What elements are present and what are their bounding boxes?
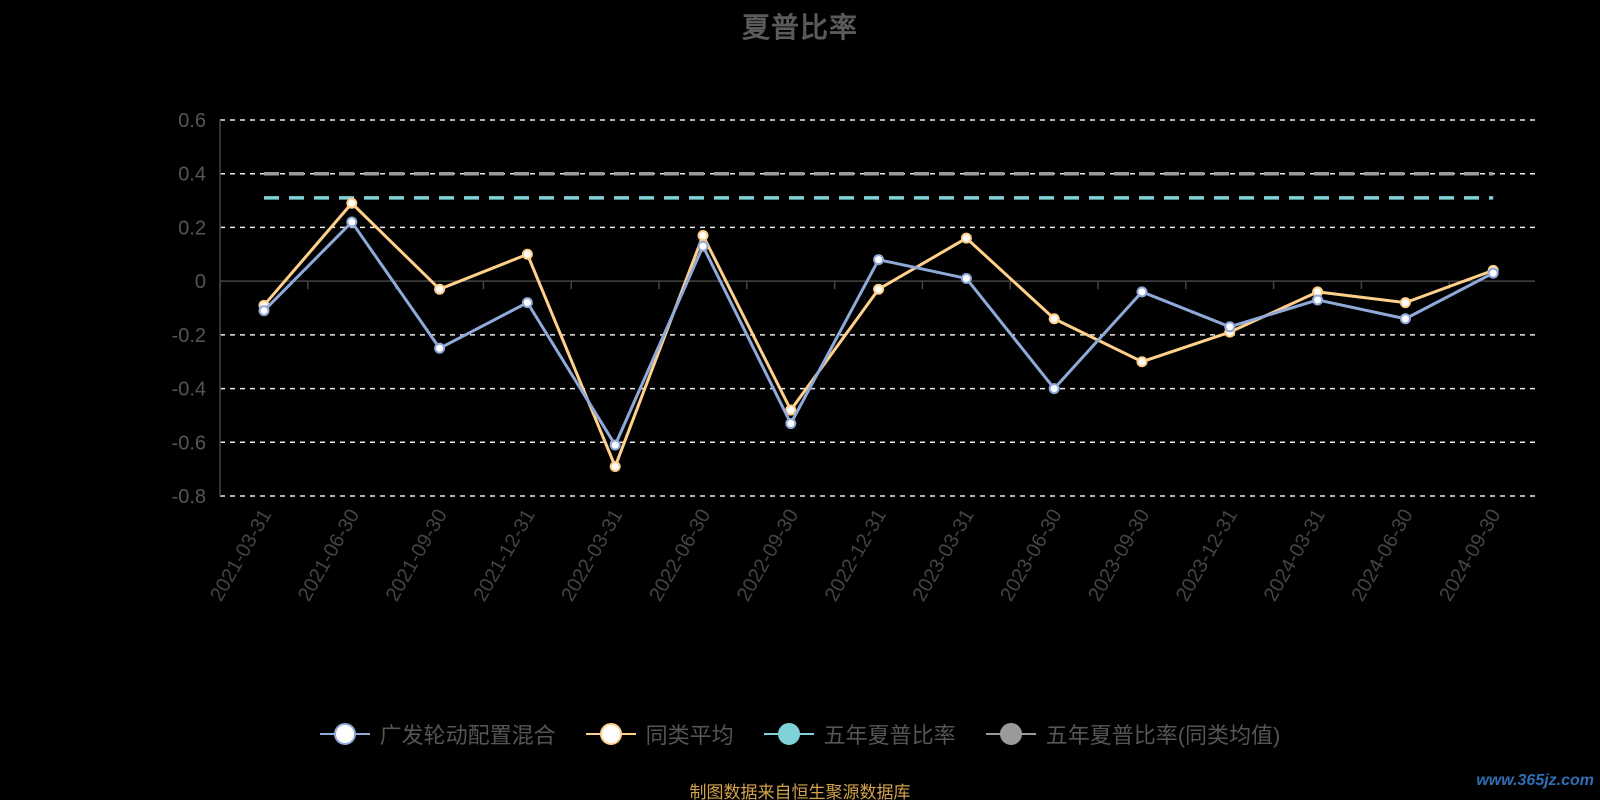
x-tick-label: 2021-06-30 xyxy=(294,506,364,606)
legend-item-five-year-sharpe[interactable]: 五年夏普比率 xyxy=(763,718,956,750)
data-point xyxy=(697,240,709,252)
legend-label-five-year-sharpe: 五年夏普比率 xyxy=(823,723,956,748)
x-tick-label: 2022-09-30 xyxy=(733,506,803,606)
x-tick-label: 2024-03-31 xyxy=(1260,506,1330,606)
y-tick-label: 0.4 xyxy=(178,164,206,186)
y-tick-label: -0.8 xyxy=(172,486,206,508)
legend-marker-fund-icon xyxy=(319,722,370,746)
y-tick-label: 0.6 xyxy=(178,110,206,132)
legend: 广发轮动配置混合 同类平均 五年夏普比率 五年夏普比率(同类均值) xyxy=(0,718,1600,750)
reference-lines-layer xyxy=(264,171,1494,200)
data-point xyxy=(346,216,358,228)
x-tick-label: 2023-03-31 xyxy=(909,506,979,606)
series-layer xyxy=(258,197,1499,472)
data-point xyxy=(1224,321,1236,333)
data-source-note: 制图数据来自恒生聚源数据库 xyxy=(689,783,911,800)
x-tick-label: 2022-06-30 xyxy=(645,506,715,606)
legend-item-category-average[interactable]: 同类平均 xyxy=(585,718,734,750)
data-point xyxy=(960,272,972,284)
data-point xyxy=(258,305,270,317)
x-tick-label: 2022-03-31 xyxy=(557,506,627,606)
y-tick-label: -0.6 xyxy=(172,432,206,454)
chart-title: 夏普比率 xyxy=(741,12,858,43)
x-tick-label: 2023-06-30 xyxy=(996,506,1066,606)
data-point xyxy=(1136,286,1148,298)
data-point xyxy=(1136,356,1148,368)
legend-label-five-year-sharpe-category: 五年夏普比率(同类均值) xyxy=(1045,723,1281,748)
data-point xyxy=(521,297,533,309)
grid-layer xyxy=(220,119,1535,497)
y-tick-label: 0.2 xyxy=(178,217,206,239)
legend-item-five-year-sharpe-category[interactable]: 五年夏普比率(同类均值) xyxy=(985,718,1281,750)
x-tick-label: 2023-12-31 xyxy=(1172,506,1242,606)
data-point xyxy=(521,248,533,260)
data-point xyxy=(1048,313,1060,325)
data-point xyxy=(697,229,709,241)
data-point xyxy=(873,283,885,295)
y-tick-label: -0.4 xyxy=(172,379,206,401)
x-tick-label: 2024-06-30 xyxy=(1348,506,1418,606)
data-point xyxy=(1312,294,1324,306)
x-tick-label: 2021-09-30 xyxy=(382,505,452,605)
y-tick-label: 0 xyxy=(195,271,206,293)
legend-marker-category-average-icon xyxy=(585,722,636,746)
data-point xyxy=(434,283,446,295)
series-line xyxy=(262,201,1494,468)
data-point xyxy=(609,439,621,451)
data-point xyxy=(785,404,797,416)
legend-item-fund[interactable]: 广发轮动配置混合 xyxy=(319,718,556,750)
x-tick-label: 2024-09-30 xyxy=(1435,506,1505,606)
data-point xyxy=(785,417,797,429)
data-point xyxy=(1487,267,1499,279)
data-point xyxy=(609,460,621,472)
data-point xyxy=(960,232,972,244)
x-tick-label: 2021-12-31 xyxy=(470,506,540,606)
x-tick-label: 2023-09-30 xyxy=(1084,506,1154,606)
data-point xyxy=(1399,297,1411,309)
data-point xyxy=(1048,383,1060,395)
x-tick-label: 2022-12-31 xyxy=(821,506,891,606)
data-point xyxy=(346,197,358,209)
y-tick-label: -0.2 xyxy=(172,325,206,347)
data-point xyxy=(873,254,885,266)
legend-label-fund: 广发轮动配置混合 xyxy=(379,723,556,748)
legend-label-category-average: 同类平均 xyxy=(645,723,734,748)
watermark: www.365jz.com xyxy=(1476,772,1594,789)
x-tick-label: 2021-03-31 xyxy=(206,506,276,606)
legend-marker-five-year-sharpe-icon xyxy=(763,722,814,746)
data-point xyxy=(434,342,446,354)
legend-marker-five-year-sharpe-category-icon xyxy=(985,722,1036,746)
data-point xyxy=(1399,313,1411,325)
